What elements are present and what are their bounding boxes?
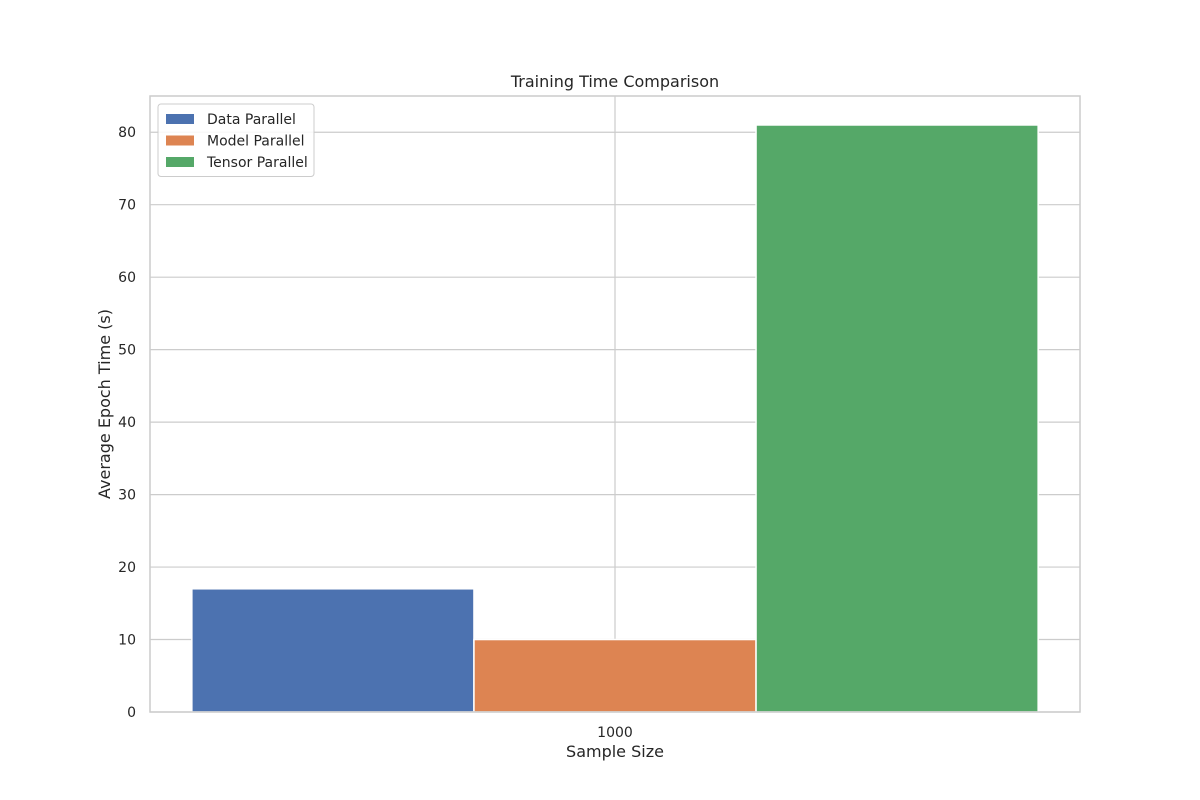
y-tick-label: 10 bbox=[118, 633, 136, 649]
legend-label: Tensor Parallel bbox=[206, 155, 308, 171]
legend-swatch bbox=[166, 114, 194, 124]
chart-title: Training Time Comparison bbox=[510, 72, 719, 91]
legend-box bbox=[157, 103, 315, 177]
y-tick-label: 0 bbox=[127, 705, 136, 721]
bar-data-parallel bbox=[191, 588, 475, 713]
y-tick-label: 50 bbox=[118, 343, 136, 359]
y-axis-ticks: 0 10 20 30 40 50 60 70 80 bbox=[118, 125, 136, 721]
bar-tensor-parallel bbox=[755, 124, 1039, 713]
y-tick-label: 80 bbox=[118, 125, 136, 141]
y-tick-label: 70 bbox=[118, 198, 136, 214]
bar-model-parallel bbox=[473, 638, 757, 713]
x-tick-label: 1000 bbox=[597, 725, 633, 741]
y-axis-title: Average Epoch Time (s) bbox=[95, 309, 114, 499]
y-tick-label: 60 bbox=[118, 270, 136, 286]
x-axis-ticks: 1000 bbox=[597, 725, 633, 741]
y-tick-label: 30 bbox=[118, 488, 136, 504]
y-tick-label: 20 bbox=[118, 560, 136, 576]
legend-label: Data Parallel bbox=[207, 112, 296, 128]
legend-swatch bbox=[166, 135, 194, 146]
legend: Data Parallel Model Parallel Tensor Parall… bbox=[157, 103, 315, 177]
x-axis-title: Sample Size bbox=[566, 742, 664, 761]
legend-label: Model Parallel bbox=[207, 134, 305, 150]
plot-frame bbox=[149, 95, 1081, 713]
y-tick-label: 40 bbox=[118, 415, 136, 431]
legend-swatch bbox=[166, 157, 194, 167]
